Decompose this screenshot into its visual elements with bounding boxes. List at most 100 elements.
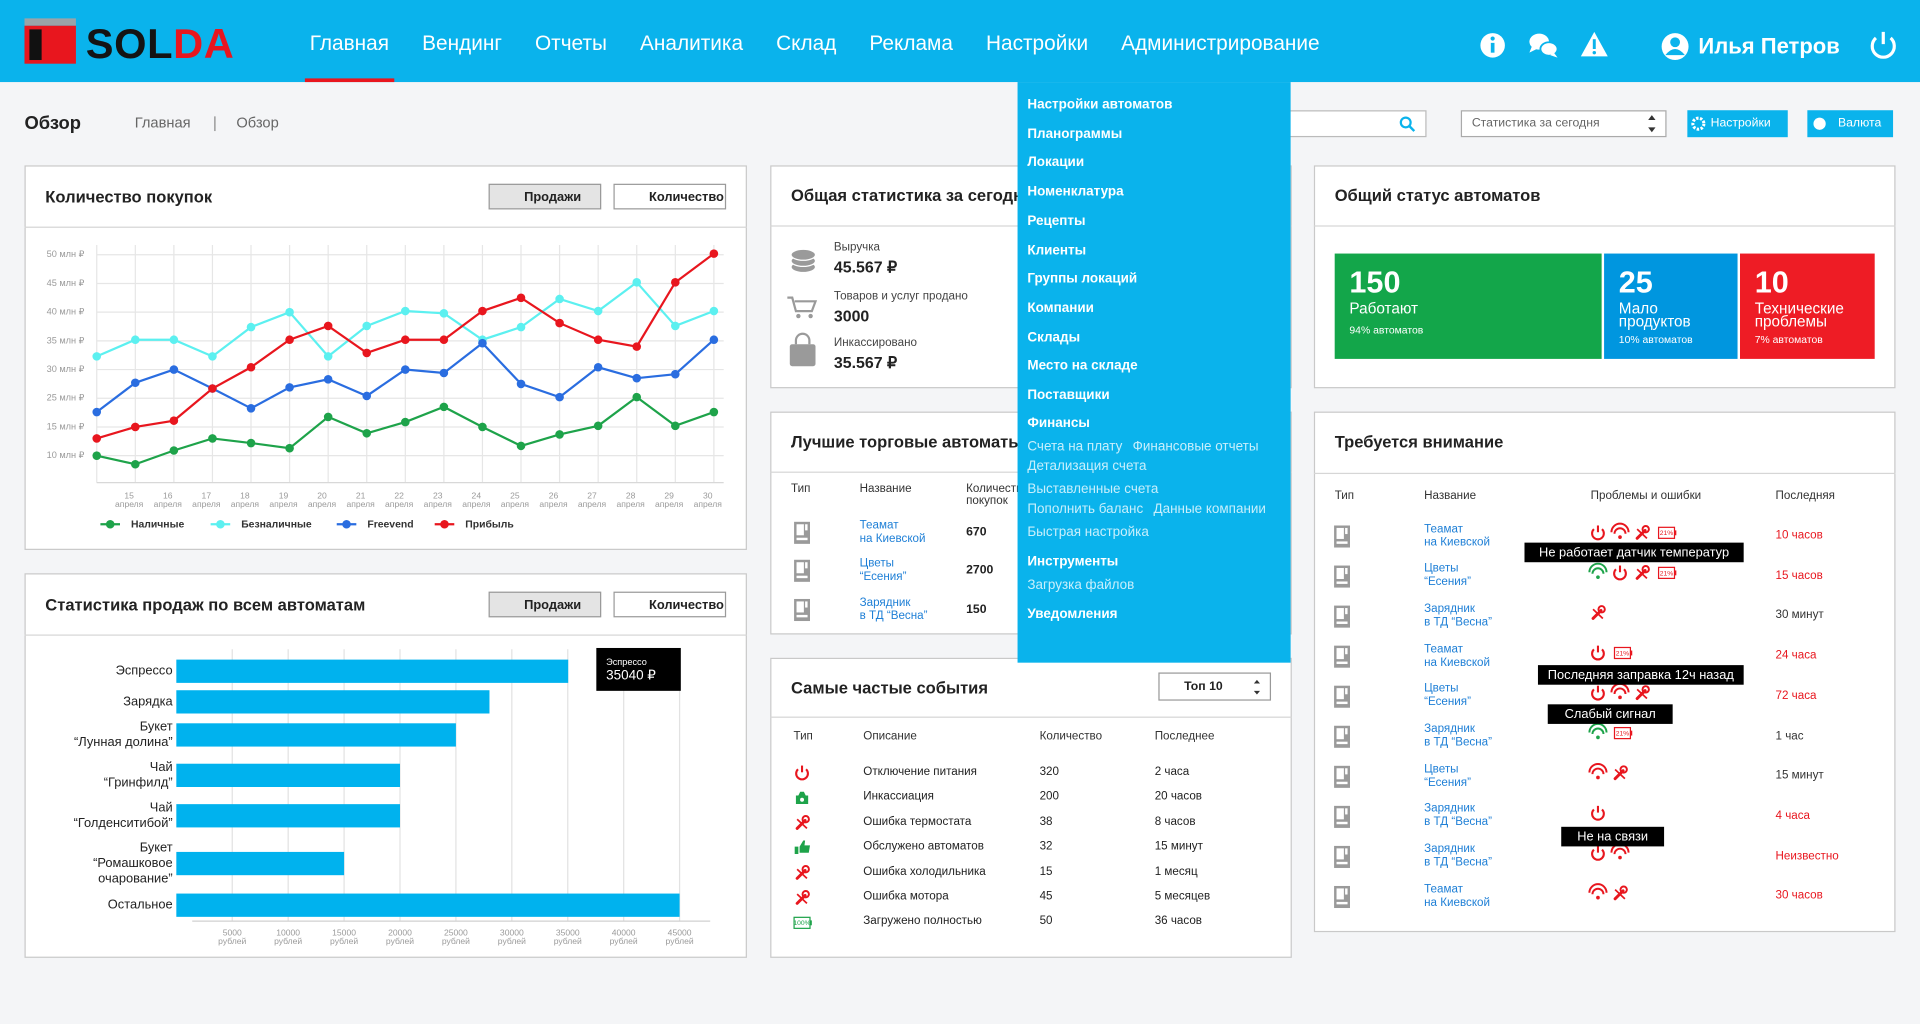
machine-link[interactable]: Теамат: [1424, 642, 1464, 656]
machine-link[interactable]: Зарядник: [1424, 722, 1476, 736]
status-label: Мало: [1618, 299, 1658, 317]
data-point: [401, 306, 410, 316]
machine-link[interactable]: “Есения”: [1424, 695, 1471, 710]
menu-subitem[interactable]: Счета на плату: [1027, 439, 1123, 455]
menu-subitem[interactable]: Пополнить баланс: [1027, 501, 1144, 517]
machine-link[interactable]: “Есения”: [1424, 575, 1471, 589]
x-tick-unit: рублей: [498, 936, 526, 946]
status-count: 10: [1754, 265, 1789, 300]
machine-link[interactable]: Цветы: [1424, 561, 1459, 576]
machine-link[interactable]: Зарядник: [1424, 601, 1476, 616]
machine-link[interactable]: на Киевской: [1424, 535, 1491, 549]
nav-item[interactable]: Настройки: [986, 31, 1089, 56]
menu-section[interactable]: Инструменты: [1027, 554, 1119, 570]
machine-link[interactable]: Зарядник: [859, 595, 911, 609]
menu-subitem[interactable]: Данные компании: [1153, 501, 1266, 517]
top-select[interactable]: [1158, 672, 1272, 701]
toggle-button[interactable]: Продажи: [488, 183, 602, 210]
machine-link[interactable]: Цветы: [1424, 682, 1459, 696]
menu-item[interactable]: Настройки автоматов: [1027, 97, 1173, 113]
machine-link[interactable]: в ТД “Весна”: [1424, 615, 1493, 629]
machine-link[interactable]: в ТД “Весна”: [1424, 855, 1493, 870]
machine-link[interactable]: Цветы: [1424, 762, 1459, 776]
x-tick-label: 20000: [388, 928, 412, 938]
machine-link[interactable]: на Киевской: [859, 531, 926, 546]
period-select[interactable]: [1460, 110, 1667, 138]
machine-link[interactable]: на Киевской: [1424, 895, 1491, 910]
machine-icon-window: [1336, 768, 1344, 780]
menu-item[interactable]: Поставщики: [1027, 387, 1110, 403]
column-header: Последняя: [1775, 489, 1835, 503]
machine-link[interactable]: в ТД “Весна”: [1424, 735, 1493, 750]
menu-item[interactable]: Место на складе: [1027, 358, 1138, 374]
wifi-icon: [1591, 567, 1605, 574]
menu-item[interactable]: Компании: [1027, 300, 1094, 316]
machine-icon-slot: [1336, 581, 1348, 584]
breadcrumb-link[interactable]: Главная: [134, 114, 191, 132]
menu-item[interactable]: Уведомления: [1027, 607, 1118, 622]
menu-subitem[interactable]: Выставленные счета: [1027, 482, 1159, 497]
last-seen: 10 часов: [1775, 528, 1823, 543]
menu-section[interactable]: Финансы: [1027, 416, 1090, 431]
x-tick-label: 27: [587, 490, 597, 500]
menu-item[interactable]: Номенклатура: [1027, 184, 1124, 200]
battery-label: 21%: [1616, 650, 1629, 657]
warning-icon[interactable]: [1580, 31, 1608, 57]
data-point: [131, 422, 140, 432]
menu-subitem[interactable]: Быстрая настройка: [1027, 525, 1149, 540]
currency-button-text[interactable]: Валюта: [1837, 116, 1882, 131]
nav-item[interactable]: Вендинг: [422, 31, 502, 56]
data-point: [401, 365, 410, 374]
machine-link[interactable]: Теамат: [859, 518, 899, 532]
nav-item[interactable]: Аналитика: [640, 31, 744, 56]
nav-item[interactable]: Главная: [309, 31, 390, 56]
menu-item[interactable]: Группы локаций: [1027, 271, 1138, 287]
machine-link[interactable]: Зарядник: [1424, 802, 1476, 816]
x-tick-month: апреля: [616, 499, 645, 509]
tool-icon-head: [801, 815, 810, 824]
x-tick-label: 25000: [444, 928, 468, 938]
menu-item[interactable]: Локации: [1027, 155, 1085, 171]
tooltip: [1537, 665, 1744, 685]
user-name[interactable]: Илья Петров: [1698, 33, 1840, 59]
menu-subitem[interactable]: Финансовые отчеты: [1132, 439, 1259, 455]
machine-link[interactable]: Зарядник: [1424, 842, 1476, 856]
legend-label: Прибыль: [465, 519, 513, 531]
nav-item[interactable]: Склад: [776, 31, 837, 56]
settings-button-text[interactable]: Настройки: [1710, 116, 1771, 131]
top-bar: SOLDA Главная Вендинг Отчеты Аналитика Склад…: [0, 0, 1920, 83]
machine-link[interactable]: “Есения”: [859, 569, 907, 584]
machine-link[interactable]: на Киевской: [1424, 655, 1491, 669]
menu-item[interactable]: Склады: [1027, 329, 1081, 345]
menu-subitem[interactable]: Детализация счета: [1027, 458, 1147, 474]
info-icon[interactable]: [1480, 33, 1505, 58]
toggle-button[interactable]: Количество: [613, 591, 727, 618]
wifi-icon-dot: [1618, 855, 1622, 860]
machine-link[interactable]: Теамат: [1424, 521, 1464, 536]
menu-subitem[interactable]: Загрузка файлов: [1027, 577, 1135, 593]
chat-icon[interactable]: [1529, 33, 1559, 58]
tool-icon-head: [801, 865, 810, 874]
nav-item[interactable]: Реклама: [869, 31, 953, 56]
menu-item[interactable]: Клиенты: [1027, 242, 1087, 258]
x-tick-label: 45000: [668, 928, 692, 938]
tool-icon: [796, 893, 808, 904]
user-avatar[interactable]: [1661, 33, 1689, 61]
data-point: [632, 278, 642, 287]
machine-link[interactable]: в ТД “Весна”: [1424, 815, 1493, 830]
logo-text[interactable]: SOLDA: [85, 21, 235, 68]
machine-link[interactable]: “Есения”: [1424, 775, 1471, 790]
nav-item[interactable]: Отчеты: [534, 31, 607, 56]
machine-link[interactable]: в ТД “Весна”: [859, 608, 928, 623]
toggle-button[interactable]: Продажи: [488, 591, 602, 618]
y-tick-label: 10 млн ₽: [47, 450, 85, 460]
menu-item[interactable]: Рецепты: [1027, 213, 1086, 229]
logout-icon[interactable]: [1870, 31, 1896, 59]
status-tile: [1334, 253, 1602, 359]
nav-item[interactable]: Администрирование: [1121, 31, 1320, 56]
menu-item[interactable]: Планограммы: [1027, 126, 1123, 142]
machine-link[interactable]: Теамат: [1424, 882, 1464, 896]
machine-icon-slot: [796, 537, 808, 541]
machine-link[interactable]: Цветы: [859, 556, 895, 570]
toggle-button[interactable]: Количество: [613, 183, 727, 210]
